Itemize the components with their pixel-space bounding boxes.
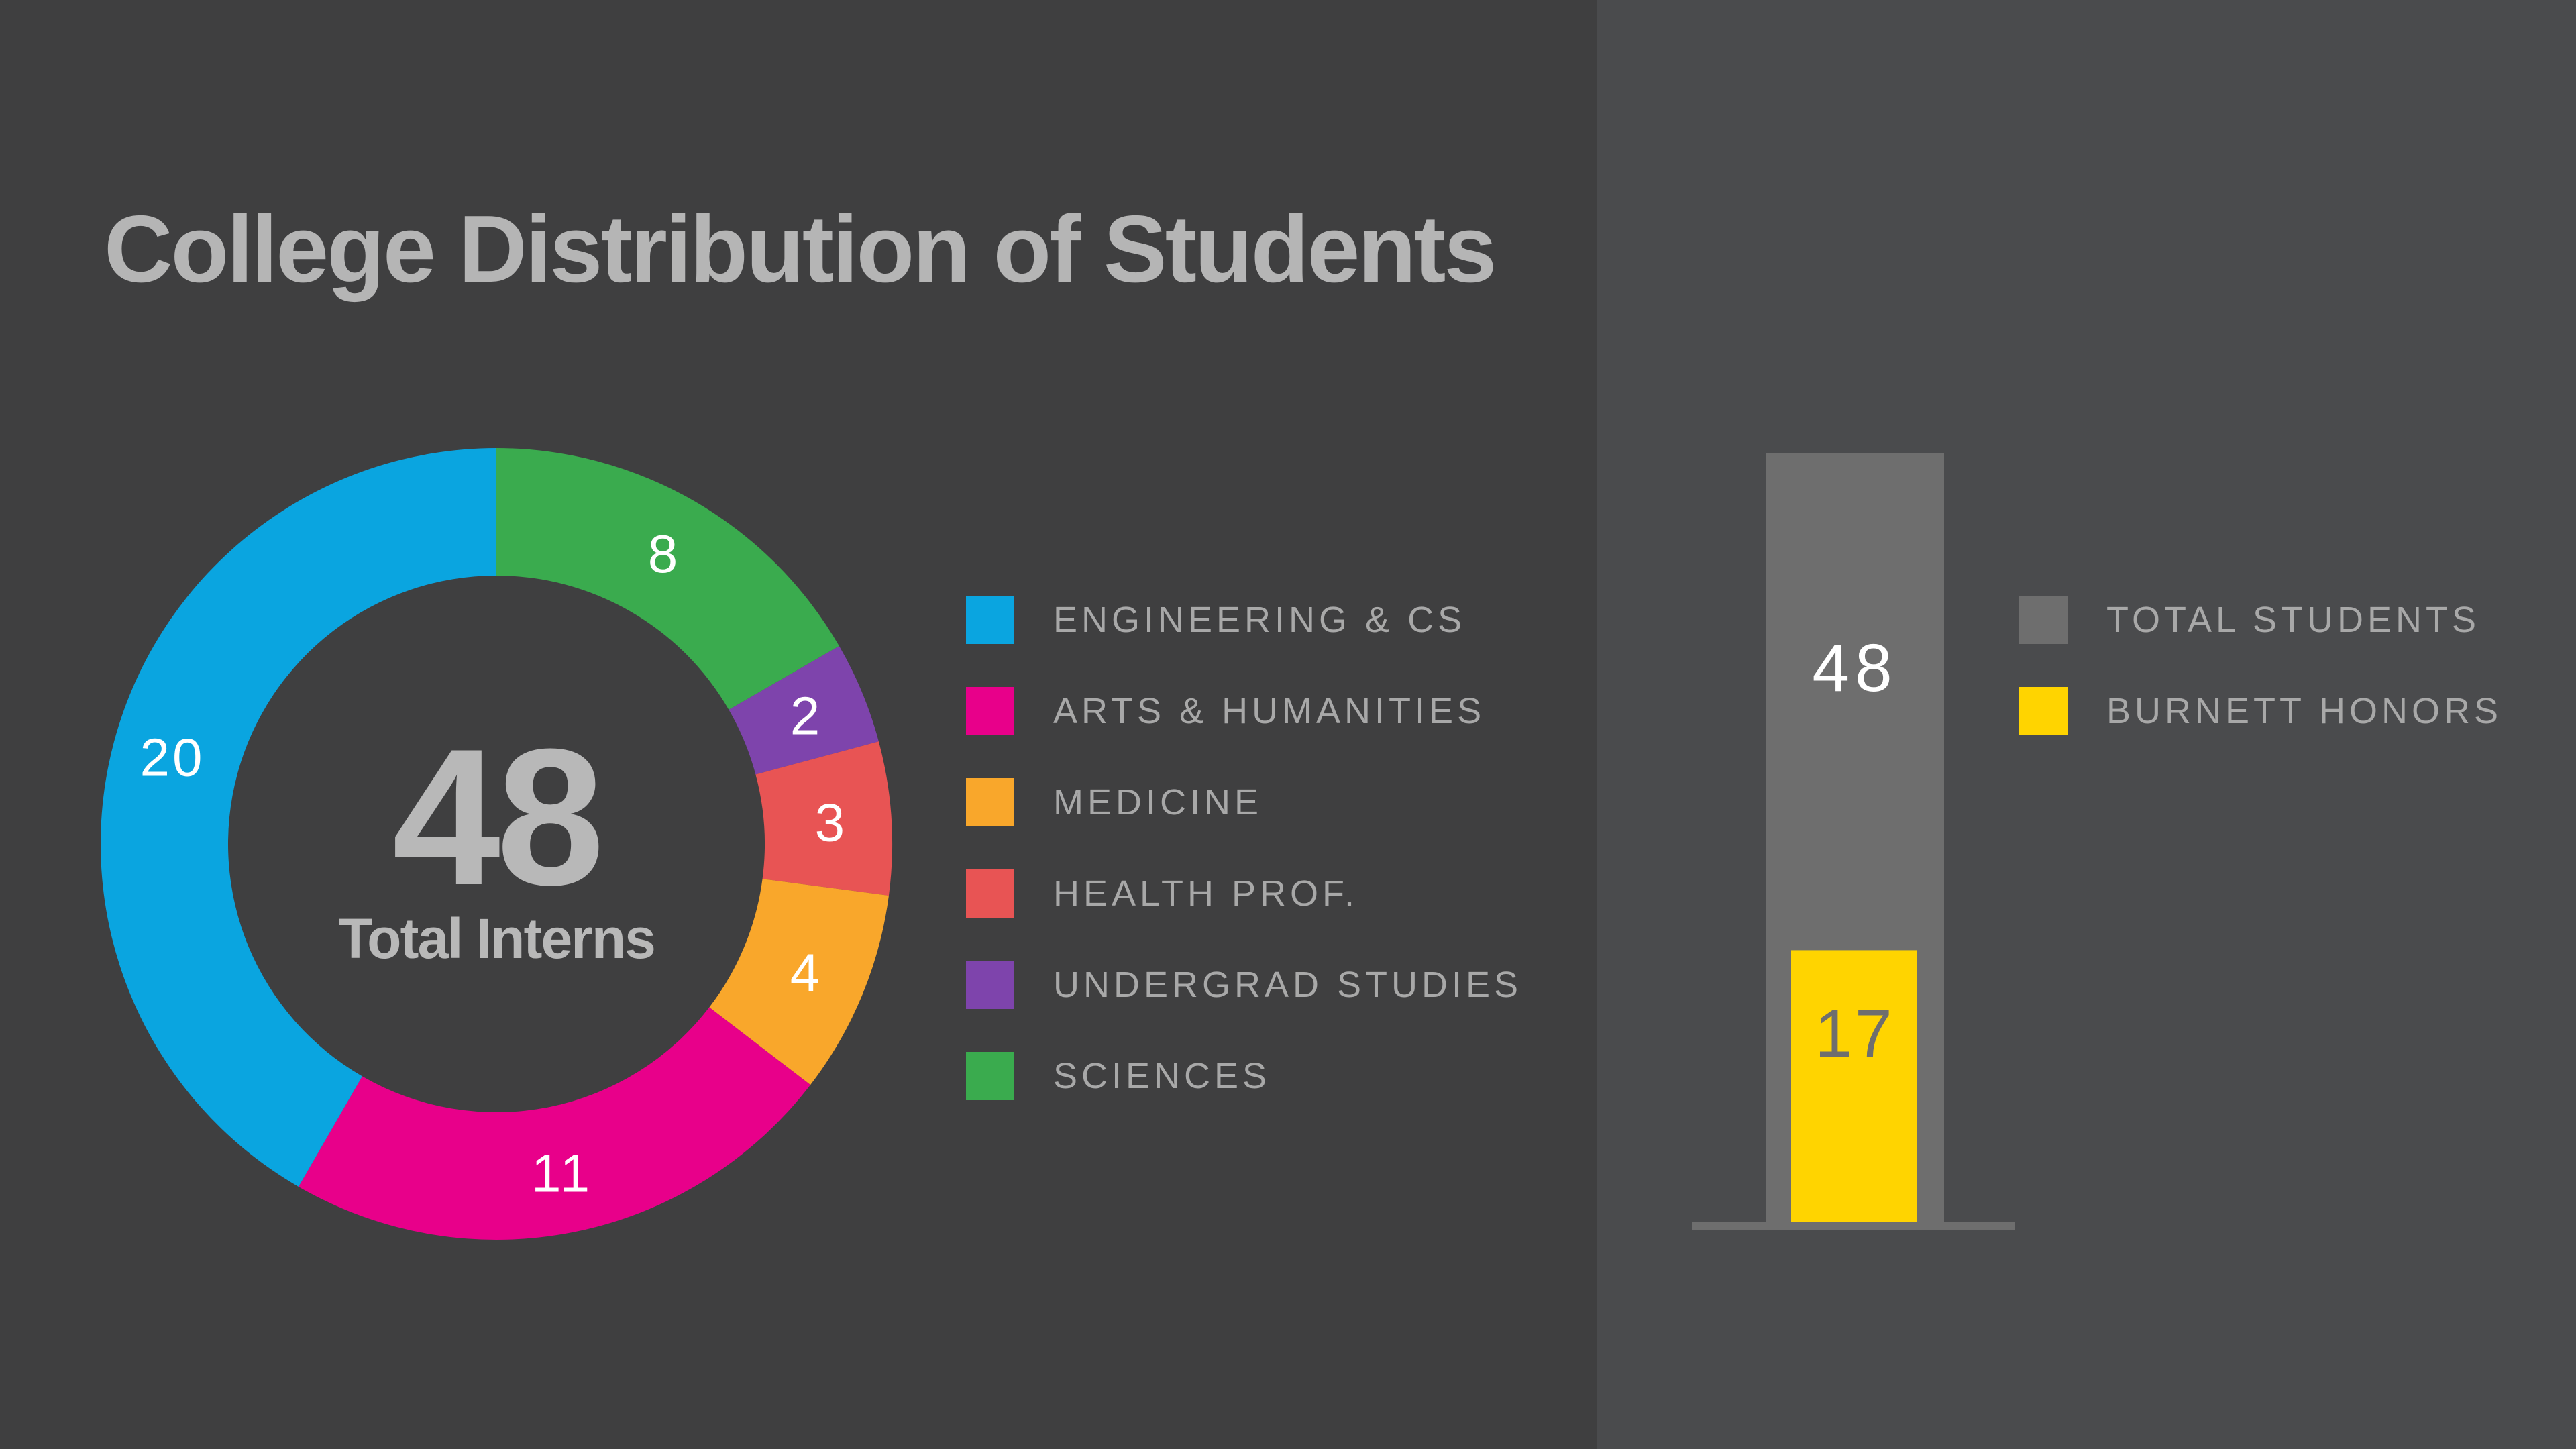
legend-swatch-engineering-and-cs (966, 596, 1014, 644)
legend-label-medicine: MEDICINE (1053, 782, 1263, 822)
donut-value-label-health-prof: 3 (815, 792, 848, 852)
donut-slice-engineering-and-cs (100, 448, 496, 1187)
donut-center-label: Total Interns (338, 907, 655, 970)
legend-swatch-health-prof (966, 869, 1014, 918)
donut-value-label-arts-and-humanities: 11 (531, 1143, 592, 1203)
donut-value-label-sciences: 8 (648, 524, 681, 584)
donut-value-label-engineering-and-cs: 20 (140, 728, 205, 788)
legend-label-undergrad-studies: UNDERGRAD STUDIES (1053, 965, 1523, 1005)
donut-value-label-medicine: 4 (790, 943, 823, 1002)
legend-swatch-total-students (2019, 596, 2068, 644)
legend-label-engineering-and-cs: ENGINEERING & CS (1053, 600, 1466, 640)
donut-slice-arts-and-humanities (299, 1007, 811, 1240)
right-panel (1597, 0, 2576, 1449)
legend-swatch-burnett-honors (2019, 687, 2068, 735)
donut-slice-medicine (709, 879, 889, 1085)
legend-swatch-undergrad-studies (966, 961, 1014, 1009)
donut-slice-undergrad-studies (729, 646, 879, 775)
bar-baseline (1692, 1222, 2015, 1230)
donut-center-value: 48 (392, 708, 601, 926)
legend-swatch-medicine (966, 778, 1014, 826)
legend-label-total-students: TOTAL STUDENTS (2106, 600, 2481, 640)
legend-swatch-arts-and-humanities (966, 687, 1014, 735)
legend-label-health-prof: HEALTH PROF. (1053, 873, 1359, 914)
legend-label-burnett-honors: BURNETT HONORS (2106, 691, 2503, 731)
bar-burnett-honors (1791, 950, 1917, 1223)
legend-swatch-sciences (966, 1052, 1014, 1100)
bar-chart: 48 17 (1692, 453, 2015, 1230)
donut-slice-health-prof (755, 741, 892, 896)
chart-title: College Distribution of Students (104, 196, 1497, 303)
bar-burnett-honors-value-label: 17 (1815, 996, 1894, 1071)
legend-label-arts-and-humanities: ARTS & HUMANITIES (1053, 691, 1486, 731)
legend-label-sciences: SCIENCES (1053, 1056, 1271, 1096)
donut-value-label-undergrad-studies: 2 (790, 686, 823, 746)
donut-slice-sciences (496, 448, 839, 710)
bar-total-students-value-label: 48 (1812, 631, 1897, 706)
